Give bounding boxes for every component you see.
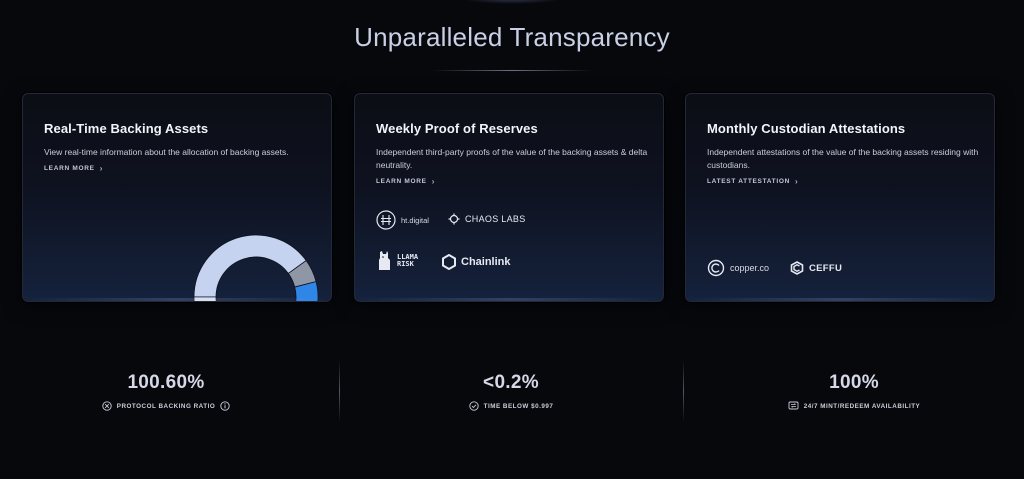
card-title: Real-Time Backing Assets [44,121,209,136]
link-label: LEARN MORE [376,178,427,185]
latest-attestation-link[interactable]: LATEST ATTESTATION › [707,177,798,186]
stat-protocol-backing-ratio: 100.60% PROTOCOL BACKING RATIO [16,372,316,411]
stat-label-row: TIME BELOW $0.997 [361,401,661,411]
stat-divider [339,360,340,422]
llama-risk-logo[interactable]: LLAMA RISK [376,250,423,272]
link-label: LEARN MORE [44,165,95,172]
stat-label-row: PROTOCOL BACKING RATIO [16,401,316,411]
copper-icon [707,259,725,277]
logo-name: ht.digital [401,215,429,225]
donut-segment-1[interactable] [193,234,307,298]
stat-label-row: 24/7 MINT/REDEEM AVAILABILITY [704,401,1004,411]
ht-digital-icon [376,210,396,230]
chevron-right-icon: › [99,164,104,173]
chainlink-icon [442,254,456,270]
chevron-right-icon: › [431,177,436,186]
card-title: Weekly Proof of Reserves [376,121,538,136]
title-underline [432,70,592,71]
backing-ratio-icon [102,401,112,411]
ceffu-icon [790,261,804,275]
ht-digital-logo[interactable]: ht.digital [376,210,429,230]
logo-name: CHAOS LABS [465,214,526,224]
stat-time-below-peg: <0.2% TIME BELOW $0.997 [361,372,661,411]
learn-more-link[interactable]: LEARN MORE › [44,164,103,173]
check-circle-icon [468,401,479,411]
donut-segment-4[interactable] [193,296,315,302]
copper-logo[interactable]: copper.co [707,259,769,277]
logo-name: CEFFU [809,262,843,274]
card-real-time-backing-assets: Real-Time Backing Assets View real-time … [22,93,332,302]
card-title: Monthly Custodian Attestations [707,121,906,136]
logo-name: Chainlink [461,256,511,268]
chaos-labs-icon [448,213,460,225]
llama-icon [379,251,390,270]
ceffu-logo[interactable]: CEFFU [790,261,842,275]
chainlink-logo[interactable]: Chainlink [442,254,511,270]
link-label: LATEST ATTESTATION [707,178,791,185]
card-description: Independent third-party proofs of the va… [376,147,648,170]
logo-name: copper.co [730,263,770,273]
exchange-icon [788,401,799,410]
top-glow [462,0,562,4]
logo-name: LLAMA RISK [397,252,419,268]
stat-label: 24/7 MINT/REDEEM AVAILABILITY [803,402,921,410]
stat-value: <0.2% [483,372,539,393]
stat-value: 100.60% [127,372,205,393]
stat-value: 100% [829,372,879,393]
stat-mint-redeem-availability: 100% 24/7 MINT/REDEEM AVAILABILITY [704,372,1004,411]
stat-label: TIME BELOW $0.997 [483,402,554,410]
backing-assets-donut-chart[interactable] [191,232,321,302]
card-description: View real-time information about the all… [44,147,289,157]
stat-label: PROTOCOL BACKING RATIO [116,402,216,410]
page-title: Unparalleled Transparency [354,22,670,52]
card-monthly-custodian-attestations: Monthly Custodian Attestations Independe… [685,93,995,302]
card-weekly-proof-of-reserves: Weekly Proof of Reserves Independent thi… [354,93,664,302]
chevron-right-icon: › [795,177,799,186]
card-description: Independent attestations of the value of… [707,147,979,170]
learn-more-link[interactable]: LEARN MORE › [376,177,435,186]
chaos-labs-logo[interactable]: CHAOS LABS [448,213,526,225]
info-icon[interactable] [220,401,230,411]
donut-segment-3[interactable] [294,281,319,302]
stat-divider [683,360,684,422]
